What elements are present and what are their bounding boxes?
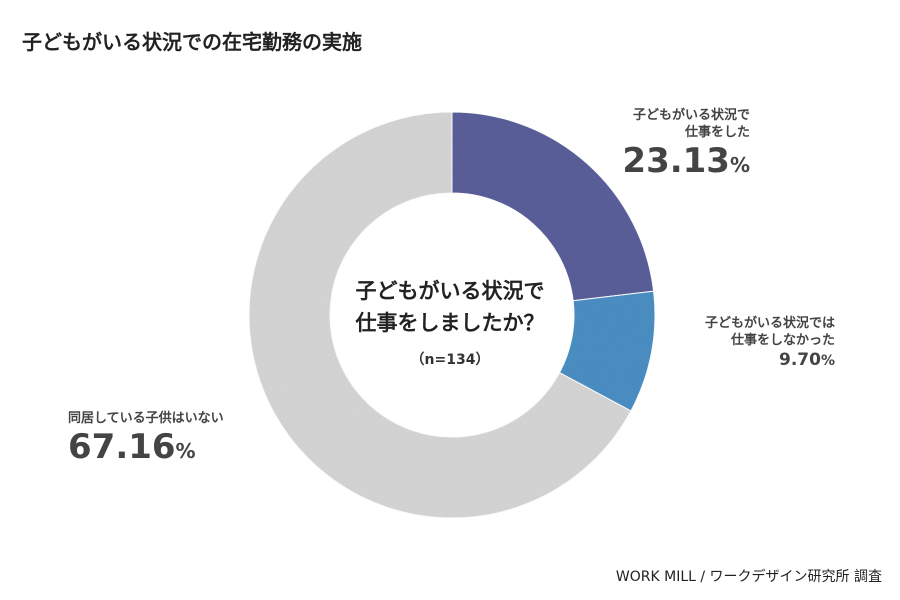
slice-label-not-worked: 子どもがいる状況では 仕事をしなかった 9.70% bbox=[660, 315, 835, 371]
slice-value-worked: 23.13 bbox=[622, 141, 730, 181]
slice-no-children bbox=[248, 111, 632, 519]
slice-value-not-worked: 9.70 bbox=[779, 350, 821, 370]
slice-label-not-worked-line-1: 子どもがいる状況では bbox=[704, 316, 835, 331]
center-question: 子どもがいる状況で 仕事をしましたか？ （n=134） bbox=[300, 275, 600, 369]
slice-label-not-worked-line-2: 仕事をしなかった bbox=[730, 333, 835, 348]
slice-value-no-children: 67.16 bbox=[68, 427, 176, 467]
slice-unit-no-children: % bbox=[175, 439, 196, 463]
slice-worked bbox=[451, 111, 655, 302]
center-question-line-1: 子どもがいる状況で bbox=[355, 279, 545, 303]
slice-label-no-children-line-1: 同居している子供はいない bbox=[68, 411, 224, 426]
slice-label-no-children: 同居している子供はいない 67.16% bbox=[68, 410, 298, 467]
sample-size: （n=134） bbox=[410, 352, 490, 368]
page-title: 子どもがいる状況での在宅勤務の実施 bbox=[22, 30, 362, 54]
slice-label-worked-line-2: 仕事をした bbox=[684, 125, 750, 140]
slice-label-worked-line-1: 子どもがいる状況で bbox=[632, 108, 750, 123]
center-question-line-2: 仕事をしましたか？ bbox=[355, 311, 545, 335]
slice-unit-worked: % bbox=[729, 153, 750, 177]
slice-label-worked: 子どもがいる状況で 仕事をした 23.13% bbox=[560, 107, 750, 181]
slice-unit-not-worked: % bbox=[820, 353, 835, 369]
source-note: WORK MILL / ワークデザイン研究所 調査 bbox=[615, 569, 882, 585]
